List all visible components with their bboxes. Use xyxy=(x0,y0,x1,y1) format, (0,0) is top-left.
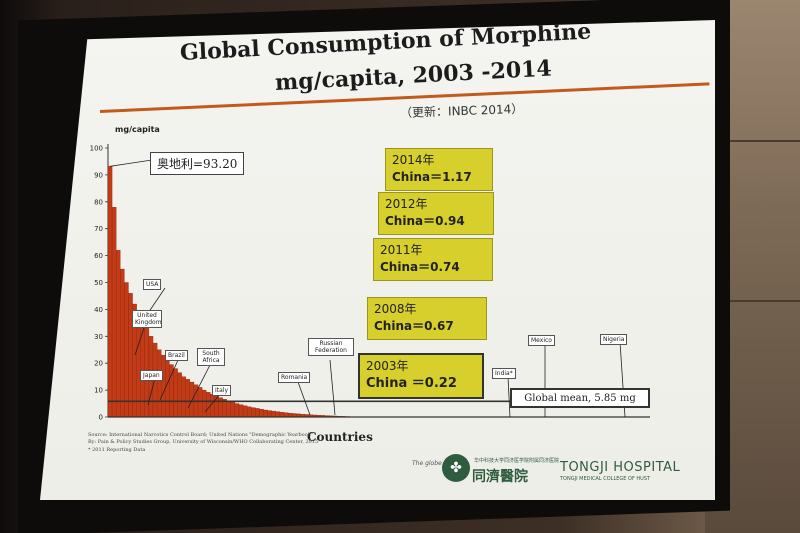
country-label-brazil: Brazil xyxy=(165,350,188,362)
country-label-japan: Japan xyxy=(140,370,163,382)
bar xyxy=(279,412,285,418)
slide: Global Consumption of Morphine mg/capita… xyxy=(40,20,715,500)
leader-line xyxy=(329,359,336,416)
callout-2008: 2008年 China＝0.67 xyxy=(367,297,487,340)
bar xyxy=(111,207,117,418)
hospital-name-cn: 同濟醫院 xyxy=(472,469,528,485)
country-label-uk: United Kingdom xyxy=(132,310,162,329)
bar xyxy=(255,408,260,418)
leader-line xyxy=(187,364,211,409)
callout-2012: 2012年 China＝0.94 xyxy=(378,192,494,235)
callout-year: 2014年 xyxy=(392,153,435,167)
bar xyxy=(185,379,191,418)
bar xyxy=(247,406,252,418)
y-tick-label: 0 xyxy=(99,414,103,422)
y-tick-label: 80 xyxy=(94,198,103,206)
y-tick-label: 10 xyxy=(94,387,103,395)
country-label-usa: USA xyxy=(143,279,162,291)
bar xyxy=(177,372,182,418)
bar xyxy=(124,282,129,418)
wall-panel-line xyxy=(705,300,800,302)
bar xyxy=(202,389,207,418)
bar xyxy=(214,395,219,418)
hospital-name-en-sub: TONGJI MEDICAL COLLEGE OF HUST xyxy=(560,476,651,482)
source-notes: Source: International Narcotics Control … xyxy=(88,432,318,454)
austria-label: 奥地利=93.20 xyxy=(150,152,245,175)
y-tick-label: 50 xyxy=(94,279,103,287)
source-line: By: Pain & Policy Studies Group, Univers… xyxy=(88,439,319,446)
bar xyxy=(259,409,264,418)
x-axis-label: Countries xyxy=(307,430,373,444)
callout-value: China＝0.94 xyxy=(385,214,465,229)
y-tick-label: 40 xyxy=(94,306,103,314)
callout-year: 2011年 xyxy=(380,243,423,257)
leader-line xyxy=(507,376,511,418)
global-mean-label: Global mean, 5.85 mg xyxy=(510,388,650,408)
bar xyxy=(161,354,166,418)
y-tick-label: 60 xyxy=(94,252,103,260)
country-label-romania: Romania xyxy=(278,372,311,384)
country-label-mexico: Mexico xyxy=(528,335,555,347)
country-label-south-africa: South Africa xyxy=(197,348,225,367)
hospital-name-en: TONGJI HOSPITAL xyxy=(560,460,681,475)
y-axis-label: mg/capita xyxy=(115,125,160,134)
bar xyxy=(234,403,240,418)
bar xyxy=(181,376,186,418)
callout-year: 2012年 xyxy=(385,197,428,211)
bar xyxy=(283,412,289,418)
callout-2011: 2011年 China＝0.74 xyxy=(373,238,493,281)
callout-year: 2008年 xyxy=(374,302,417,316)
bar xyxy=(230,402,236,418)
callout-value: China＝0.67 xyxy=(374,319,454,334)
country-label-nigeria: Nigeria xyxy=(600,334,628,346)
bar xyxy=(120,268,125,418)
austria-leader-line xyxy=(109,159,153,167)
wall-panel-line xyxy=(705,140,800,142)
y-tick-label: 20 xyxy=(94,360,103,368)
bar xyxy=(275,411,281,418)
leader-line xyxy=(134,324,146,356)
callout-year: 2003年 xyxy=(366,359,409,373)
bar xyxy=(107,166,113,418)
source-line: * 2011 Reporting Data xyxy=(88,446,146,453)
y-tick-label: 100 xyxy=(90,145,103,153)
country-label-india: India* xyxy=(492,368,516,380)
y-tick-label: 70 xyxy=(94,225,103,233)
hospital-logo-icon: ✤ xyxy=(442,454,470,482)
bar xyxy=(251,407,256,418)
callout-2014: 2014年 China＝1.17 xyxy=(385,148,493,191)
callout-value: China ＝0.22 xyxy=(366,376,457,392)
bar xyxy=(271,410,276,418)
bar xyxy=(116,250,121,418)
bar xyxy=(238,404,244,418)
country-label-italy: Italy xyxy=(212,385,232,397)
bar xyxy=(165,360,170,418)
y-tick-label: 30 xyxy=(94,333,103,341)
source-line: Source: International Narcotics Control … xyxy=(88,432,314,438)
bar xyxy=(267,410,272,418)
bar xyxy=(226,400,231,418)
callout-value: China＝0.74 xyxy=(380,260,460,275)
bar xyxy=(206,392,211,418)
bar xyxy=(169,364,174,418)
callout-2003: 2003年 China ＝0.22 xyxy=(358,353,484,400)
bar xyxy=(197,387,203,418)
bar xyxy=(156,349,162,418)
footer-prefix: The globe xyxy=(412,460,442,467)
bar xyxy=(242,405,248,418)
y-tick-label: 90 xyxy=(94,171,103,179)
country-label-russia: Russian Federation xyxy=(308,338,354,357)
leader-line xyxy=(159,359,179,401)
hospital-name-cn-small: 华中科技大学同济医学院附属同济医院 xyxy=(474,458,560,464)
leader-line xyxy=(297,381,311,416)
leader-line xyxy=(147,377,156,406)
bar xyxy=(173,368,178,418)
callout-value: China＝1.17 xyxy=(392,170,472,185)
bar xyxy=(263,409,268,418)
